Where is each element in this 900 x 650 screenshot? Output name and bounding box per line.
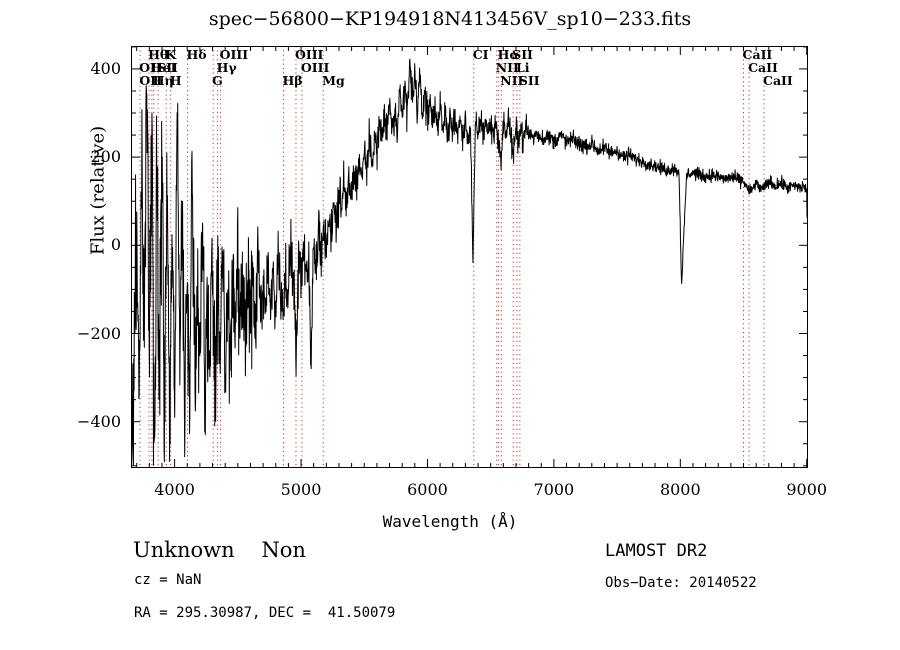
x-tick-label: 9000 xyxy=(786,480,828,499)
spectral-line-label: SII xyxy=(518,73,540,88)
spectral-line-label: K xyxy=(165,47,177,62)
y-tick-label: −400 xyxy=(77,411,121,431)
spectral-line-label: Hβ xyxy=(282,73,303,88)
x-tick-label: 5000 xyxy=(280,480,322,499)
spectrum-plot: Hθ K Hδ OIII OIII CI Hα SII CaII OII HeI SII Hγ OIII N… xyxy=(131,46,808,468)
redshift-value: cz = NaN xyxy=(134,572,202,588)
y-tick-label: 400 xyxy=(90,58,121,78)
spectral-line-label: CaII xyxy=(748,60,778,75)
spectral-line-label: SII xyxy=(157,60,178,75)
x-tick-label: 4000 xyxy=(154,480,195,499)
survey-name: LAMOST DR2 xyxy=(605,541,708,561)
spectral-line-label: Hδ xyxy=(186,47,207,62)
spectral-line-label: OIII xyxy=(219,47,249,62)
y-tick-label: 200 xyxy=(90,147,121,167)
spectral-line-label: Hθ xyxy=(148,47,169,62)
spectral-line-label: Hα xyxy=(497,47,520,62)
spectral-line-label: Li xyxy=(515,60,530,75)
x-axis-title: Wavelength (Å) xyxy=(382,512,518,531)
spectral-line-label: Mg xyxy=(322,73,345,88)
plot-frame xyxy=(131,46,808,468)
spectral-line-label: OII xyxy=(139,73,162,88)
coordinates-value: RA = 295.30987, DEC = 41.50079 xyxy=(134,605,396,621)
spectral-line-label: OIII xyxy=(294,47,324,62)
object-classification: Unknown Non xyxy=(133,538,306,562)
flux-trace-group xyxy=(131,58,808,467)
spectral-line-label: NII xyxy=(500,73,524,88)
observation-date: Obs−Date: 20140522 xyxy=(605,575,757,591)
x-tick-label: 7000 xyxy=(533,480,575,499)
spectral-line-label: H xyxy=(169,73,182,88)
spectral-line-label: NII xyxy=(495,60,519,75)
spectral-line-label: OIII xyxy=(300,60,330,75)
spectral-line-label: SII xyxy=(512,47,533,62)
y-tick-label: −200 xyxy=(77,323,121,343)
line-label-group: Hθ K Hδ OIII OIII CI Hα SII CaII OII HeI SII Hγ OIII N… xyxy=(131,46,808,468)
x-tick-label: 8000 xyxy=(659,480,701,499)
spectral-line-label: OII xyxy=(139,60,162,75)
spectral-line-label: G xyxy=(212,73,223,88)
spectral-line-label: Hγ xyxy=(216,60,237,75)
spectral-line-label: HeI xyxy=(150,60,177,75)
spectral-line-label: CaII xyxy=(763,73,793,88)
spectral-line-label: Hη xyxy=(152,73,174,88)
spectral-line-label: CaII xyxy=(742,47,773,62)
page-title: spec−56800−KP194918N413456V_sp10−233.fit… xyxy=(208,8,692,30)
y-tick-label: 0 xyxy=(110,235,121,255)
y-axis-title: Flux (relative) xyxy=(87,125,109,256)
spectral-line-label: CI xyxy=(472,47,489,62)
x-tick-label: 6000 xyxy=(407,480,448,499)
